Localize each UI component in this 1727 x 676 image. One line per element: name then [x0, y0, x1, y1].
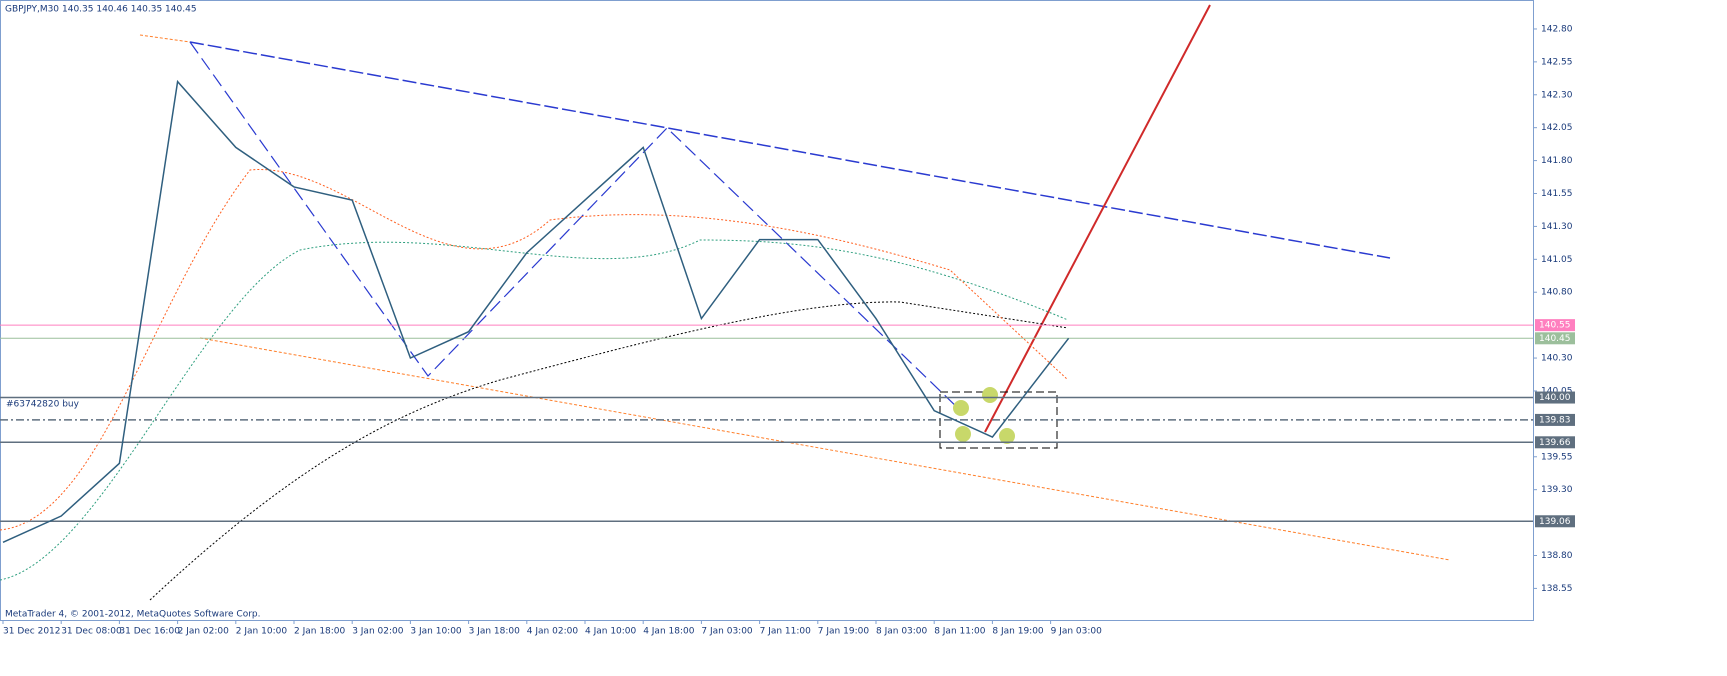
price-label: 140.55: [1539, 321, 1571, 331]
quote: 140.35 140.46 140.35 140.45: [62, 5, 197, 15]
y-tick-label: 142.80: [1541, 24, 1573, 34]
x-tick-label: 3 Jan 18:00: [469, 627, 521, 637]
price-label-box: [1535, 413, 1575, 426]
price-label: 139.66: [1539, 438, 1571, 448]
y-tick-label: 138.55: [1541, 584, 1573, 594]
order-label: #63742820 buy: [6, 400, 80, 410]
ray: [984, 4, 1211, 433]
y-tick-label: 142.30: [1541, 90, 1573, 100]
trend-line: [139, 34, 191, 43]
y-tick-label: 139.30: [1541, 485, 1573, 495]
plot-frame: [0, 0, 1534, 621]
x-tick-label: 2 Jan 02:00: [178, 627, 230, 637]
y-tick-label: 141.30: [1541, 222, 1573, 232]
x-tick-label: 3 Jan 02:00: [352, 627, 404, 637]
y-tick-label: 138.80: [1541, 551, 1573, 561]
x-tick-label: 2 Jan 18:00: [294, 627, 346, 637]
y-tick-label: 141.55: [1541, 189, 1573, 199]
y-tick-label: 140.05: [1541, 386, 1573, 396]
x-tick-label: 7 Jan 03:00: [701, 627, 753, 637]
moving-average: [0, 169, 1069, 531]
y-tick-label: 142.05: [1541, 123, 1573, 133]
x-tick-label: 31 Dec 08:00: [61, 627, 122, 637]
price-label-box: [1535, 319, 1575, 332]
marker: [955, 426, 971, 442]
marker: [953, 400, 969, 416]
x-tick-label: 4 Jan 18:00: [643, 627, 695, 637]
price-label: 140.00: [1539, 393, 1571, 403]
x-tick-label: 4 Jan 02:00: [527, 627, 579, 637]
trend-line: [189, 41, 1391, 259]
x-tick-label: 2 Jan 10:00: [236, 627, 288, 637]
price-line: [2, 79, 1070, 544]
trend-line: [199, 337, 1451, 561]
price-label: 139.83: [1539, 415, 1571, 425]
marker: [999, 428, 1015, 444]
x-tick-label: 3 Jan 10:00: [410, 627, 462, 637]
price-label-box: [1535, 436, 1575, 449]
y-tick-label: 140.30: [1541, 354, 1573, 364]
symbol-title: GBPJPY,M30: [5, 5, 59, 15]
marker: [982, 387, 998, 403]
y-tick-label: 142.55: [1541, 57, 1573, 67]
y-tick-label: 141.05: [1541, 255, 1573, 265]
price-label: 139.06: [1539, 517, 1571, 527]
x-tick-label: 8 Jan 19:00: [992, 627, 1044, 637]
x-tick-label: 7 Jan 11:00: [760, 627, 812, 637]
x-tick-label: 4 Jan 10:00: [585, 627, 637, 637]
price-label-box: [1535, 515, 1575, 528]
footer: MetaTrader 4, © 2001-2012, MetaQuotes So…: [5, 610, 261, 620]
moving-average: [0, 239, 1069, 581]
price-label-box: [1535, 391, 1575, 404]
zigzag: [189, 41, 961, 411]
y-tick-label: 139.55: [1541, 452, 1573, 462]
x-tick-label: 31 Dec 2012: [3, 627, 61, 637]
x-tick-label: 31 Dec 16:00: [119, 627, 180, 637]
moving-average: [149, 301, 1069, 601]
x-tick-label: 8 Jan 03:00: [876, 627, 928, 637]
price-label-box: [1535, 332, 1575, 345]
x-tick-label: 7 Jan 19:00: [818, 627, 870, 637]
y-tick-label: 141.80: [1541, 156, 1573, 166]
x-tick-label: 9 Jan 03:00: [1051, 627, 1103, 637]
x-tick-label: 8 Jan 11:00: [934, 627, 986, 637]
price-label: 140.45: [1539, 334, 1571, 344]
y-tick-label: 140.80: [1541, 288, 1573, 298]
